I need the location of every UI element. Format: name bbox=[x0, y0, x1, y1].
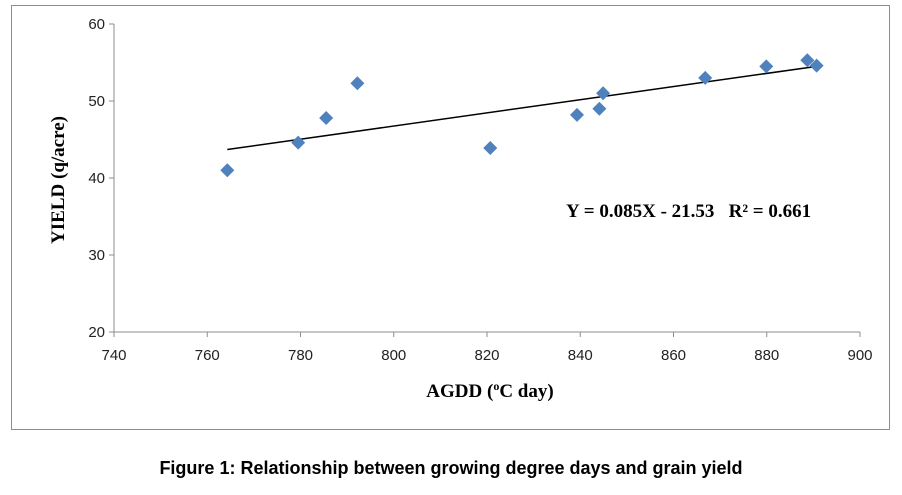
data-point bbox=[220, 163, 235, 178]
x-tick-label: 800 bbox=[381, 347, 406, 364]
x-tick-label: 820 bbox=[474, 347, 499, 364]
data-point bbox=[759, 59, 774, 74]
y-ticks: 20 30 40 50 60 bbox=[88, 16, 114, 341]
data-point bbox=[291, 135, 306, 150]
y-tick-label: 20 bbox=[88, 324, 105, 341]
data-point bbox=[698, 70, 713, 85]
y-axis-title: YIELD (q/acre) bbox=[48, 116, 69, 244]
data-point bbox=[809, 58, 824, 73]
x-tick-label: 760 bbox=[195, 347, 220, 364]
x-tick-label: 900 bbox=[847, 347, 872, 364]
x-axis-title: AGDD (oC day) bbox=[426, 379, 553, 402]
data-point bbox=[319, 110, 334, 125]
regression-equation: Y = 0.085X - 21.53 R² = 0.661 bbox=[566, 201, 811, 222]
x-tick-label: 860 bbox=[661, 347, 686, 364]
x-tick-label: 740 bbox=[101, 347, 126, 364]
x-tick-label: 840 bbox=[568, 347, 593, 364]
data-points bbox=[220, 53, 824, 178]
trendline bbox=[227, 65, 817, 151]
chart-frame bbox=[11, 5, 890, 430]
y-tick-label: 50 bbox=[88, 93, 105, 110]
y-tick-label: 60 bbox=[88, 16, 105, 33]
y-tick-label: 30 bbox=[88, 247, 105, 264]
y-tick-label: 40 bbox=[88, 170, 105, 187]
x-tick-label: 780 bbox=[288, 347, 313, 364]
x-axis-title-main: AGDD ( bbox=[426, 381, 493, 402]
data-point bbox=[483, 140, 498, 155]
x-tick-label: 880 bbox=[754, 347, 779, 364]
data-point bbox=[350, 76, 365, 91]
axes bbox=[113, 24, 860, 333]
scatter-chart: 20 30 40 50 60 740 760 780 800 820 840 860 880 900 Y… bbox=[48, 16, 873, 402]
data-point bbox=[592, 101, 607, 116]
data-point bbox=[800, 53, 815, 68]
x-axis-title-superscript: o bbox=[493, 379, 499, 393]
x-axis-title-tail: C day) bbox=[499, 381, 553, 402]
figure-caption: Figure 1: Relationship between growing d… bbox=[159, 458, 743, 478]
data-point bbox=[569, 107, 584, 122]
x-ticks: 740 760 780 800 820 840 860 880 900 bbox=[101, 332, 873, 364]
data-point bbox=[596, 86, 611, 101]
